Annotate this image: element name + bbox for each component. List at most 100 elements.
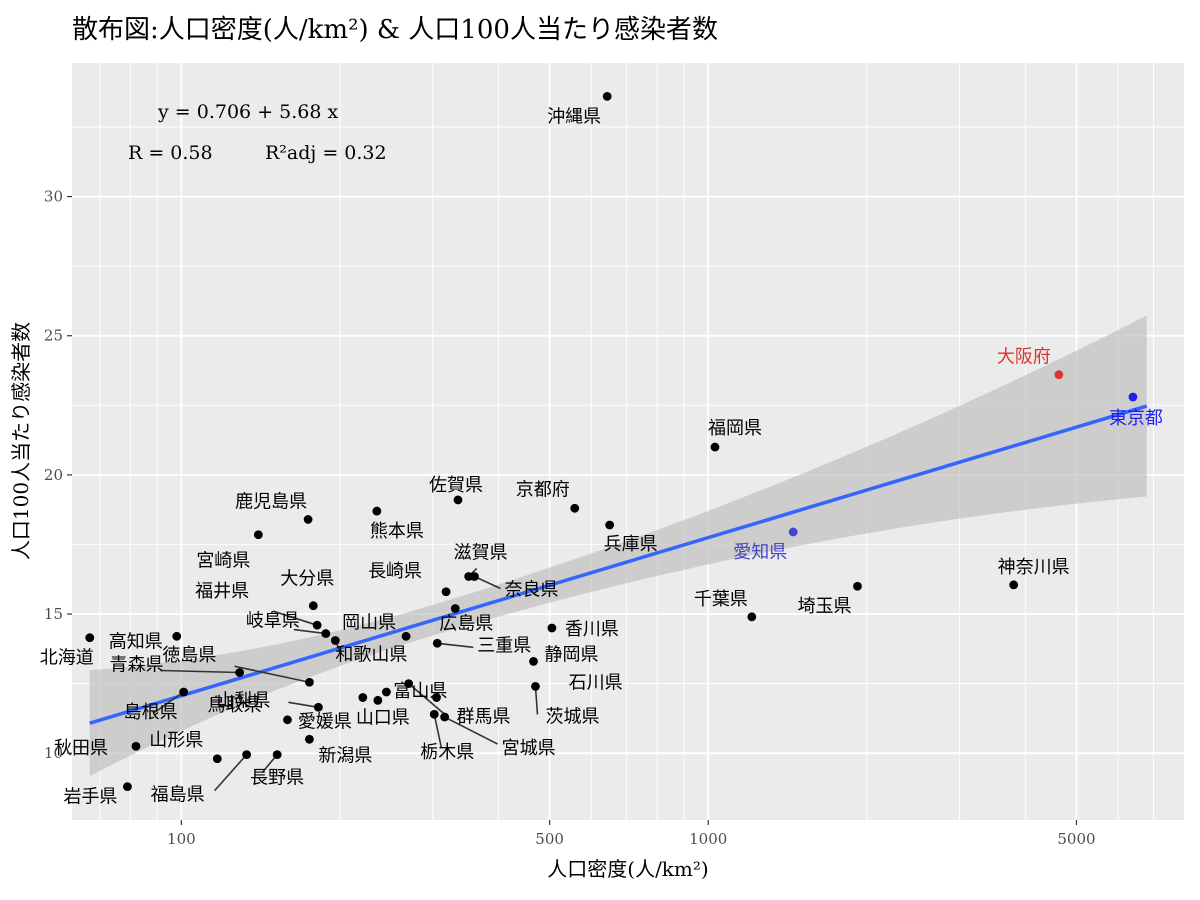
adjusted-r-squared: R²adj = 0.32 — [265, 142, 387, 164]
point-大阪府 — [1054, 370, 1064, 380]
point-label-石川県: 石川県 — [569, 673, 623, 694]
point-label-宮城県: 宮城県 — [502, 738, 556, 759]
point-label-佐賀県: 佐賀県 — [429, 475, 483, 496]
point-label-茨城県: 茨城県 — [545, 706, 599, 727]
y-tick-label: 10 — [44, 744, 63, 762]
point-label-和歌山県: 和歌山県 — [335, 644, 407, 665]
point-新潟県 — [305, 734, 314, 744]
x-tick-label: 100 — [167, 830, 196, 848]
point-label-大分県: 大分県 — [280, 569, 334, 590]
point-label-静岡県: 静岡県 — [545, 644, 599, 665]
point-千葉県 — [747, 612, 757, 622]
point-label-大阪府: 大阪府 — [997, 347, 1051, 368]
point-label-新潟県: 新潟県 — [318, 745, 372, 766]
leader-line-宮城県 — [444, 716, 498, 745]
point-label-兵庫県: 兵庫県 — [604, 534, 658, 555]
leader-line-奈良県 — [474, 575, 501, 590]
point-兵庫県 — [605, 520, 615, 530]
point-label-三重県: 三重県 — [477, 635, 531, 656]
point-和歌山県 — [330, 636, 340, 645]
point-岩手県 — [123, 782, 132, 792]
point-福島県 — [242, 750, 252, 759]
point-秋田県 — [131, 741, 141, 751]
leader-line-島根県 — [153, 691, 185, 714]
point-青森県 — [235, 668, 245, 677]
point-埼玉県 — [853, 581, 862, 591]
point-label-福井県: 福井県 — [195, 581, 249, 602]
point-北海道 — [85, 633, 95, 643]
point-label-青森県: 青森県 — [110, 654, 164, 675]
point-label-千葉県: 千葉県 — [694, 589, 748, 610]
point-label-岐阜県: 岐阜県 — [246, 611, 300, 632]
point-label-長崎県: 長崎県 — [368, 561, 422, 582]
point-label-滋賀県: 滋賀県 — [454, 542, 508, 563]
point-label-島根県: 島根県 — [124, 702, 178, 723]
point-長野県 — [272, 750, 282, 759]
leader-line-三重県 — [437, 642, 474, 649]
leader-line-徳島県 — [234, 665, 310, 684]
point-熊本県 — [372, 506, 382, 516]
point-label-沖縄県: 沖縄県 — [547, 106, 601, 127]
point-label-富山県: 富山県 — [393, 681, 447, 702]
point-宮城県 — [440, 712, 450, 722]
point-label-愛媛県: 愛媛県 — [298, 711, 352, 732]
point-label-香川県: 香川県 — [565, 619, 619, 640]
minor-gridlines — [72, 63, 1184, 820]
point-佐賀県 — [453, 495, 463, 505]
point-label-岡山県: 岡山県 — [342, 612, 396, 633]
y-tick-label: 25 — [44, 327, 63, 345]
point-徳島県 — [305, 677, 314, 687]
data-points — [85, 91, 1138, 792]
point-茨城県 — [531, 682, 540, 691]
leader-line-石川県 — [408, 683, 450, 719]
point-山梨県 — [313, 702, 323, 712]
x-tick-label: 1000 — [689, 830, 727, 848]
point-長崎県 — [441, 587, 451, 597]
y-tick-label: 30 — [44, 188, 63, 206]
x-tick-label: 500 — [535, 830, 564, 848]
point-label-奈良県: 奈良県 — [504, 579, 558, 600]
regression-equation: y = 0.706 + 5.68 x — [157, 101, 338, 123]
point-label-鹿児島県: 鹿児島県 — [235, 491, 307, 512]
point-鹿児島県 — [303, 515, 313, 524]
point-三重県 — [432, 638, 442, 648]
point-label-福島県: 福島県 — [151, 785, 205, 806]
point-label-鳥取県: 鳥取県 — [207, 695, 261, 716]
point-石川県 — [404, 679, 414, 689]
point-岐阜県 — [321, 629, 331, 638]
point-label-山形県: 山形県 — [149, 730, 203, 751]
point-label-群馬県: 群馬県 — [457, 707, 511, 728]
leader-line-栃木県 — [433, 714, 443, 748]
point-label-東京都: 東京都 — [1109, 408, 1163, 429]
point-山形県 — [212, 754, 222, 764]
point-label-高知県: 高知県 — [109, 631, 163, 652]
leader-line-岐阜県 — [293, 628, 326, 635]
y-axis-ticks: 10 15 20 25 30 — [44, 188, 72, 762]
leader-line-福井県 — [272, 610, 318, 626]
point-東京都 — [1128, 392, 1138, 402]
regression-line — [89, 404, 1148, 725]
point-label-愛知県: 愛知県 — [733, 542, 787, 563]
point-label-徳島県: 徳島県 — [162, 645, 216, 666]
point-島根県 — [179, 687, 189, 697]
leader-line-山梨県 — [288, 701, 319, 709]
point-label-北海道: 北海道 — [40, 648, 94, 669]
correlation-r: R = 0.58 — [128, 142, 213, 164]
point-label-宮崎県: 宮崎県 — [196, 551, 250, 572]
point-香川県 — [547, 623, 557, 633]
chart-title: 散布図:人口密度(人/km²) & 人口100人当たり感染者数 — [72, 15, 718, 45]
point-愛媛県 — [373, 695, 383, 705]
point-label-岩手県: 岩手県 — [63, 787, 117, 808]
point-山口県 — [358, 693, 368, 702]
point-label-福岡県: 福岡県 — [708, 418, 762, 439]
point-label-京都府: 京都府 — [516, 479, 570, 500]
point-label-長野県: 長野県 — [250, 768, 304, 789]
point-福井県 — [312, 620, 322, 630]
point-label-栃木県: 栃木県 — [420, 742, 474, 763]
point-福岡県 — [710, 442, 720, 452]
y-tick-label: 20 — [44, 466, 63, 484]
leader-line-茨城県 — [534, 686, 539, 715]
point-label-神奈川県: 神奈川県 — [998, 557, 1070, 578]
